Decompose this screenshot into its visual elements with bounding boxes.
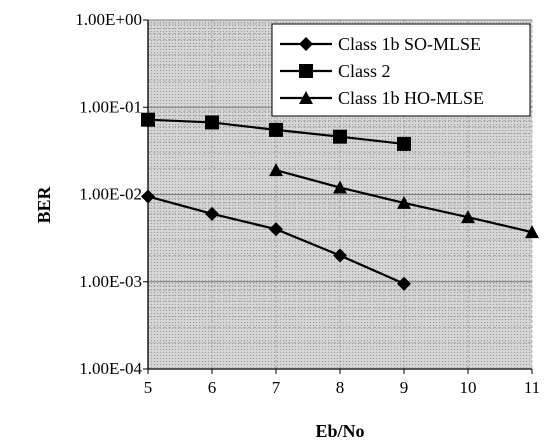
x-tick-label: 10 [460, 378, 477, 397]
legend-label: Class 1b SO-MLSE [338, 34, 481, 54]
legend-marker [299, 64, 313, 78]
x-tick-label: 9 [400, 378, 409, 397]
data-point [397, 137, 411, 151]
legend-label: Class 1b HO-MLSE [338, 88, 484, 108]
legend: Class 1b SO-MLSE Class 2 Class 1b HO-MLSE [272, 24, 530, 116]
data-point [205, 115, 219, 129]
x-tick-label: 8 [336, 378, 345, 397]
y-tick-label: 1.00E+00 [75, 10, 142, 29]
data-point [141, 113, 155, 127]
x-tick-label: 6 [208, 378, 217, 397]
data-point [333, 130, 347, 144]
y-tick-label: 1.00E-01 [79, 97, 142, 116]
x-tick-label: 5 [144, 378, 153, 397]
data-point [269, 123, 283, 137]
x-axis-title: Eb/No [315, 421, 364, 441]
x-tick-label: 11 [524, 378, 540, 397]
legend-label: Class 2 [338, 61, 391, 81]
y-axis-title: BER [34, 185, 54, 223]
y-tick-label: 1.00E-02 [79, 185, 142, 204]
y-tick-label: 1.00E-04 [79, 359, 142, 378]
y-tick-label: 1.00E-03 [79, 272, 142, 291]
x-tick-label: 7 [272, 378, 281, 397]
